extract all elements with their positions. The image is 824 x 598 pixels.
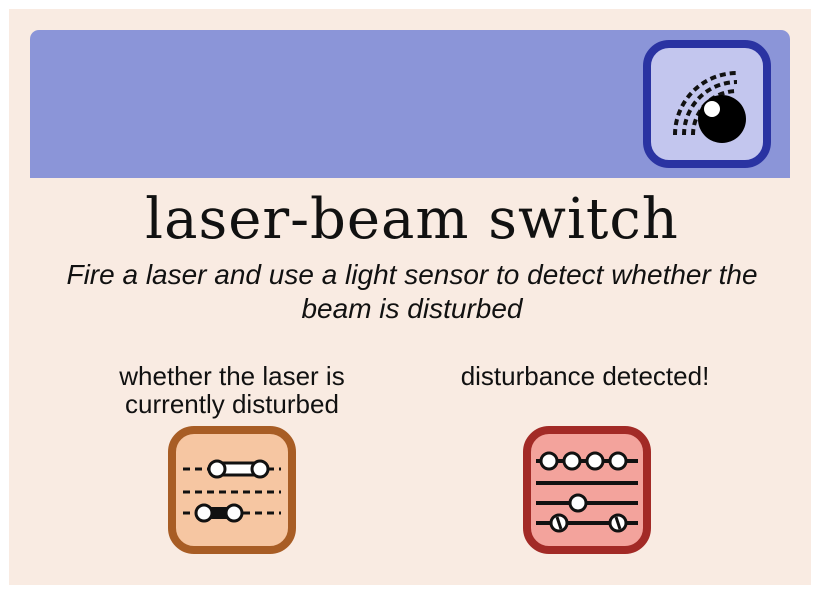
header-banner bbox=[30, 30, 790, 178]
toggle-sliders-icon[interactable] bbox=[167, 425, 297, 555]
page-subtitle: Fire a laser and use a light sensor to d… bbox=[66, 259, 758, 324]
page-title: laser-beam switch bbox=[145, 187, 679, 252]
laser-sensor-icon[interactable] bbox=[642, 39, 772, 169]
abacus-event-icon[interactable] bbox=[522, 425, 652, 555]
output-label-disturbed-state: whether the laser is currently disturbed bbox=[119, 361, 345, 419]
output-label-disturbance-event: disturbance detected! bbox=[460, 361, 710, 391]
